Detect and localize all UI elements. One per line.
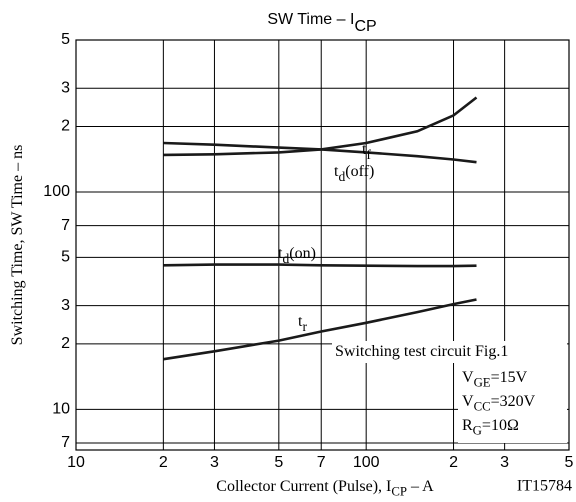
- note-line-sub: GE: [474, 376, 491, 390]
- note-line-sub: CC: [474, 400, 491, 414]
- series-line: [163, 263, 477, 268]
- y-tick-label: 5: [61, 31, 70, 48]
- note-line-base: R: [462, 417, 473, 434]
- note-line-suffix: =320V: [491, 393, 536, 410]
- y-tick-label: 10: [52, 401, 70, 418]
- note-line-base: V: [462, 393, 474, 410]
- series-line: [163, 141, 477, 164]
- note-line: Switching test circuit Fig.1: [335, 343, 508, 360]
- y-tick-label: 3: [61, 79, 70, 96]
- figure-code: IT15784: [517, 478, 572, 495]
- x-tick-label: 7: [317, 454, 326, 471]
- series-label: tf: [362, 141, 371, 162]
- series-label-base: t: [278, 245, 283, 262]
- chart-title: SW Time – ICP: [267, 11, 376, 35]
- y-axis-label: Switching Time, SW Time – ns: [9, 145, 26, 346]
- series-label-base: t: [362, 141, 367, 158]
- series-label-sub: r: [302, 319, 307, 334]
- series-label-sub: f: [366, 147, 371, 162]
- x-tick-label: 3: [500, 454, 509, 471]
- chart-title-sub: CP: [354, 18, 376, 35]
- y-tick-label: 2: [61, 118, 70, 135]
- y-tick-label: 3: [61, 297, 70, 314]
- x-tick-label: 2: [449, 454, 458, 471]
- note-line: RG=10Ω: [462, 417, 519, 438]
- note-line-base: V: [462, 369, 474, 386]
- series-label-sub: d: [338, 169, 345, 184]
- y-tick-label: 100: [43, 183, 70, 200]
- y-tick-label: 2: [61, 335, 70, 352]
- series-label: td(off): [334, 163, 374, 184]
- chart-title-base: SW Time – I: [267, 11, 354, 28]
- series-line: [163, 298, 477, 361]
- series-label-suffix: (on): [289, 245, 316, 262]
- series-line: [163, 96, 478, 157]
- series-label-sub: d: [282, 251, 289, 266]
- y-tick-label: 5: [61, 249, 70, 266]
- x-tick-label: 5: [274, 454, 283, 471]
- note-line-suffix: =10Ω: [482, 417, 519, 434]
- note-line-suffix: =15V: [491, 369, 528, 386]
- note-line: VGE=15V: [462, 369, 528, 390]
- x-axis-label: Collector Current (Pulse), ICP – A: [216, 478, 434, 499]
- note-line-sub: G: [473, 424, 482, 438]
- x-tick-label: 5: [565, 454, 574, 471]
- x-axis-label-suffix: – A: [407, 478, 434, 495]
- note-line-base: Switching test circuit Fig.1: [335, 343, 508, 360]
- note-line: VCC=320V: [462, 393, 536, 414]
- x-tick-label: 100: [353, 454, 380, 471]
- y-axis-label-base: Switching Time, SW Time – ns: [9, 145, 26, 346]
- series-label-base: t: [334, 163, 339, 180]
- x-axis-label-sub: CP: [391, 485, 407, 499]
- note-background: [458, 363, 567, 443]
- x-tick-label: 2: [159, 454, 168, 471]
- x-tick-label: 10: [67, 454, 85, 471]
- series-label-suffix: (off): [345, 163, 374, 180]
- x-tick-label: 3: [210, 454, 219, 471]
- series-label: td(on): [278, 245, 316, 266]
- series-label-base: t: [298, 313, 303, 330]
- plot-frame: [75, 39, 570, 451]
- note-background: [332, 341, 567, 363]
- series-label: tr: [298, 313, 307, 334]
- x-axis-label-base: Collector Current (Pulse), I: [216, 478, 391, 495]
- y-tick-label: 7: [61, 434, 70, 451]
- y-tick-label: 7: [61, 217, 70, 234]
